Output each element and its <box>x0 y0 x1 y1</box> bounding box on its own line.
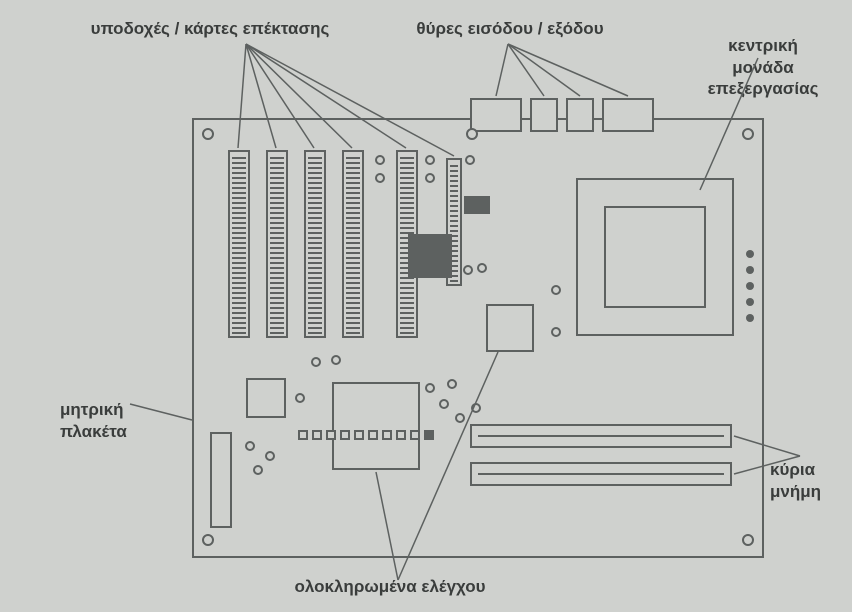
expansion-slot-2 <box>304 150 326 338</box>
ram-slot-0 <box>470 424 732 448</box>
pin-0 <box>298 430 308 440</box>
cpu-dot-0 <box>746 250 754 258</box>
chip-outline-2 <box>332 382 420 470</box>
hole-21 <box>295 393 305 403</box>
pin-5 <box>368 430 378 440</box>
expansion-slot-0 <box>228 150 250 338</box>
label-cpu: κεντρική μονάδα επεξεργασίας <box>688 14 838 99</box>
cpu-dot-1 <box>746 266 754 274</box>
cpu-die <box>604 206 706 308</box>
hole-10 <box>463 265 473 275</box>
expansion-slot-3 <box>342 150 364 338</box>
hole-2 <box>202 534 214 546</box>
hole-18 <box>455 413 465 423</box>
hole-14 <box>331 355 341 365</box>
hole-23 <box>265 451 275 461</box>
label-io: θύρες εισόδου / εξόδου <box>400 18 620 39</box>
hole-5 <box>375 155 385 165</box>
cpu-dot-3 <box>746 298 754 306</box>
pin-7 <box>396 430 406 440</box>
io-port-1 <box>530 98 558 132</box>
hole-20 <box>551 327 561 337</box>
pin-3 <box>340 430 350 440</box>
cpu-dot-4 <box>746 314 754 322</box>
hole-19 <box>471 403 481 413</box>
long-chip <box>210 432 232 528</box>
io-port-0 <box>470 98 522 132</box>
label-controllers: ολοκληρωμένα ελέγχου <box>250 576 530 597</box>
hole-16 <box>447 379 457 389</box>
hole-7 <box>425 155 435 165</box>
chip-filled-0 <box>408 234 452 278</box>
io-port-3 <box>602 98 654 132</box>
hole-13 <box>311 357 321 367</box>
pin-4 <box>354 430 364 440</box>
hole-22 <box>245 441 255 451</box>
hole-12 <box>551 285 561 295</box>
hole-11 <box>477 263 487 273</box>
hole-0 <box>202 128 214 140</box>
cpu-dot-2 <box>746 282 754 290</box>
pin-1 <box>312 430 322 440</box>
pin-8 <box>410 430 420 440</box>
pin-2 <box>326 430 336 440</box>
label-expansion: υποδοχές / κάρτες επέκτασης <box>70 18 350 39</box>
chip-filled-1 <box>464 196 490 214</box>
chip-outline-1 <box>246 378 286 418</box>
hole-24 <box>253 465 263 475</box>
hole-6 <box>375 173 385 183</box>
hole-15 <box>425 383 435 393</box>
label-ram: κύρια μνήμη <box>770 438 850 502</box>
pin-6 <box>382 430 392 440</box>
pin-9 <box>424 430 434 440</box>
hole-9 <box>465 155 475 165</box>
chip-outline-0 <box>486 304 534 352</box>
hole-8 <box>425 173 435 183</box>
hole-17 <box>439 399 449 409</box>
expansion-slot-1 <box>266 150 288 338</box>
hole-3 <box>742 534 754 546</box>
hole-4 <box>466 128 478 140</box>
hole-1 <box>742 128 754 140</box>
ram-slot-1 <box>470 462 732 486</box>
label-mobo: μητρική πλακέτα <box>60 378 180 442</box>
io-port-2 <box>566 98 594 132</box>
